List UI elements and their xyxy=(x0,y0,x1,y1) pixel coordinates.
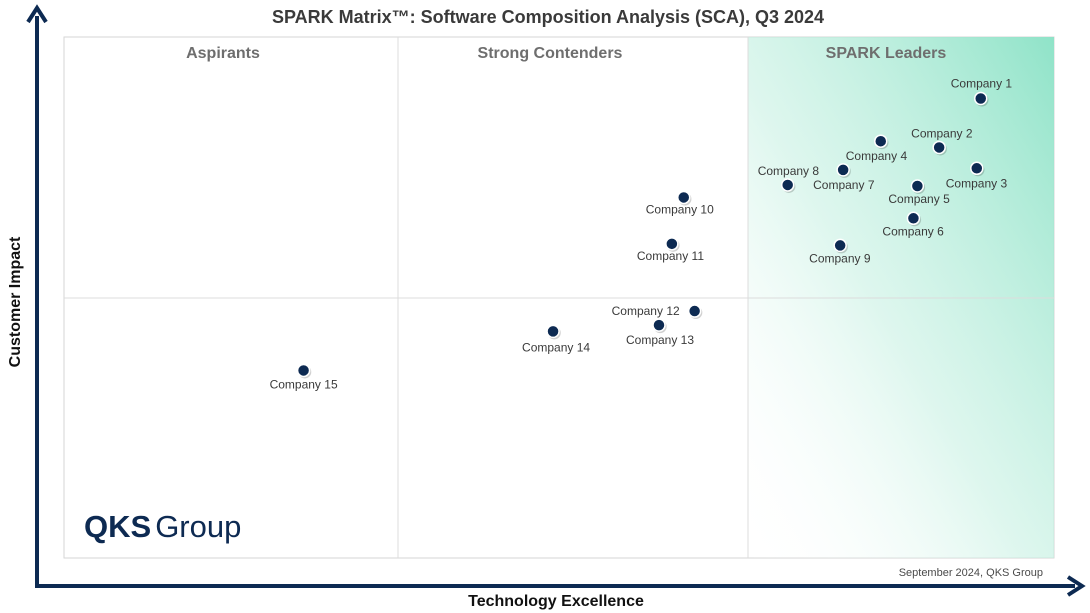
qks-group-logo: QKS Group xyxy=(84,509,241,544)
point-label: Company 14 xyxy=(522,340,590,354)
point-label: Company 6 xyxy=(882,224,944,238)
points-layer: Company 1 Company 2 Company 3 Company 4 Comp… xyxy=(270,76,1013,391)
point-marker xyxy=(836,163,850,177)
point-label: Company 7 xyxy=(813,178,875,192)
data-point: Company 11 xyxy=(637,237,704,263)
x-axis-arrow-icon xyxy=(1066,575,1086,597)
data-point: Company 4 xyxy=(846,134,908,163)
data-point: Company 12 xyxy=(612,304,703,320)
point-marker xyxy=(665,237,679,251)
point-label: Company 4 xyxy=(846,149,908,163)
point-marker xyxy=(652,318,666,332)
data-point: Company 7 xyxy=(813,163,875,192)
point-marker xyxy=(874,134,888,148)
chart-title: SPARK Matrix™: Software Composition Anal… xyxy=(272,7,824,27)
quadrant-label-aspirants: Aspirants xyxy=(186,45,260,62)
y-axis-arrow-icon xyxy=(26,4,48,24)
point-marker xyxy=(676,190,691,205)
point-marker xyxy=(906,211,921,226)
logo-text: QKS Group xyxy=(84,509,241,544)
data-point: Company 5 xyxy=(888,179,950,206)
point-label: Company 12 xyxy=(612,304,680,318)
data-point: Company 1 xyxy=(951,76,1013,107)
point-label: Company 8 xyxy=(758,164,820,178)
point-marker xyxy=(973,91,988,106)
quadrant-label-spark-leaders: SPARK Leaders xyxy=(826,45,947,62)
point-label: Company 10 xyxy=(646,202,714,216)
data-point: Company 2 xyxy=(911,126,973,156)
point-label: Company 15 xyxy=(270,377,338,391)
point-marker xyxy=(546,324,560,339)
data-point: Company 10 xyxy=(646,190,714,216)
point-marker xyxy=(833,238,847,253)
point-marker xyxy=(910,179,925,193)
point-label: Company 9 xyxy=(809,251,871,265)
quadrant-label-strong-contenders: Strong Contenders xyxy=(478,45,623,62)
y-axis-title: Customer Impact xyxy=(7,236,24,367)
data-point: Company 15 xyxy=(270,363,338,391)
point-marker xyxy=(780,178,795,192)
data-point: Company 14 xyxy=(522,324,590,354)
point-label: Company 11 xyxy=(637,249,704,263)
footnote: September 2024, QKS Group xyxy=(899,567,1043,579)
data-point: Company 13 xyxy=(626,318,694,347)
point-label: Company 5 xyxy=(888,192,950,206)
data-point: Company 8 xyxy=(758,164,820,193)
data-point: Company 6 xyxy=(882,211,944,238)
x-axis-title: Technology Excellence xyxy=(468,593,644,610)
point-label: Company 2 xyxy=(911,126,973,140)
point-label: Company 13 xyxy=(626,333,694,347)
data-point: Company 3 xyxy=(946,161,1008,190)
logo-regular-text: Group xyxy=(155,509,241,544)
point-marker xyxy=(932,140,946,155)
point-label: Company 1 xyxy=(951,76,1013,90)
logo-bold-text: QKS xyxy=(84,509,151,544)
point-marker xyxy=(970,161,984,176)
data-point: Company 9 xyxy=(809,238,871,265)
point-label: Company 3 xyxy=(946,176,1008,190)
point-marker xyxy=(296,363,311,378)
point-marker xyxy=(687,304,702,318)
